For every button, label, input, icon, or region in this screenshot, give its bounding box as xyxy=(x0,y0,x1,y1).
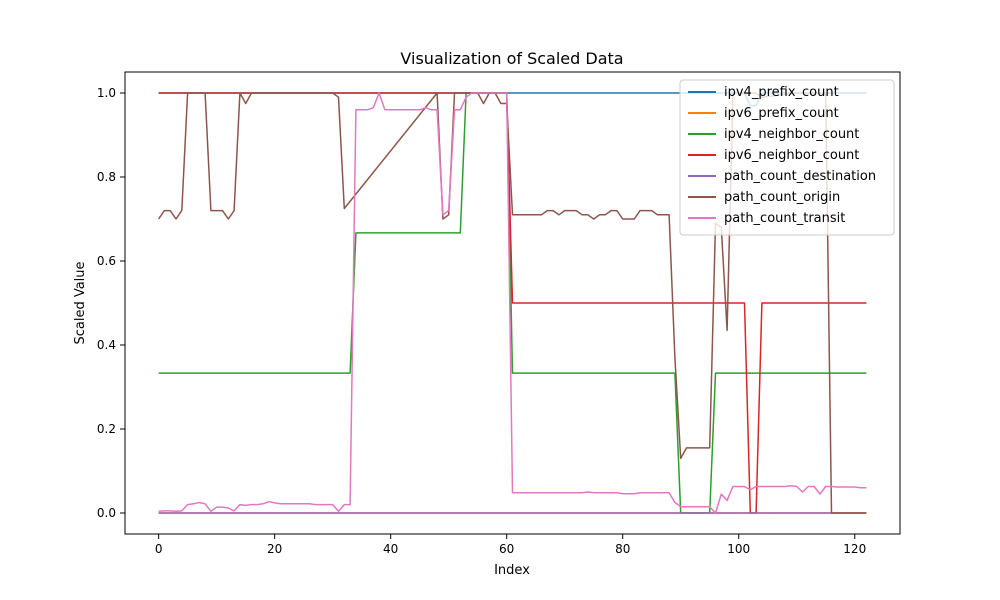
x-axis-label: Index xyxy=(494,563,530,578)
legend-box xyxy=(679,79,895,236)
series-line-path-count-transit xyxy=(158,92,867,514)
x-tick-label: 0 xyxy=(155,542,163,556)
x-tick-label: 40 xyxy=(383,542,398,556)
x-tick-label: 20 xyxy=(267,542,282,556)
legend-label: path_count_destination xyxy=(724,169,876,184)
y-tick-label: 0.4 xyxy=(97,338,116,352)
legend-label: ipv4_prefix_count xyxy=(724,85,839,100)
series-line-ipv4-neighbor-count xyxy=(158,92,867,514)
y-tick-label: 0.6 xyxy=(97,254,116,268)
legend-label: ipv6_neighbor_count xyxy=(724,148,859,163)
y-axis-label: Scaled Value xyxy=(73,261,88,344)
legend-label: ipv6_prefix_count xyxy=(724,106,839,121)
plot-area-frame xyxy=(124,71,901,535)
x-tick-label: 120 xyxy=(843,542,866,556)
y-tick-label: 0.0 xyxy=(97,506,116,520)
y-tick-label: 1.0 xyxy=(97,86,116,100)
y-tick-label: 0.8 xyxy=(97,170,116,184)
x-tick-label: 60 xyxy=(499,542,514,556)
legend-label: path_count_transit xyxy=(724,211,845,226)
x-tick-label: 80 xyxy=(615,542,630,556)
legend: ipv4_prefix_count ipv6_prefix_count ipv4_n… xyxy=(679,79,895,236)
chart-title: Visualization of Scaled Data xyxy=(400,49,623,68)
legend-label: path_count_origin xyxy=(724,190,840,205)
legend-label: ipv4_neighbor_count xyxy=(724,127,859,142)
axis-ticks: 0 20 40 60 80 100 120 0.0 0.2 0.4 0.6 0.8 1.0 xyxy=(97,86,866,556)
y-tick-label: 0.2 xyxy=(97,422,116,436)
x-tick-label: 100 xyxy=(727,542,750,556)
plot-lines xyxy=(157,92,867,514)
series-line-path-count-origin xyxy=(157,92,867,514)
